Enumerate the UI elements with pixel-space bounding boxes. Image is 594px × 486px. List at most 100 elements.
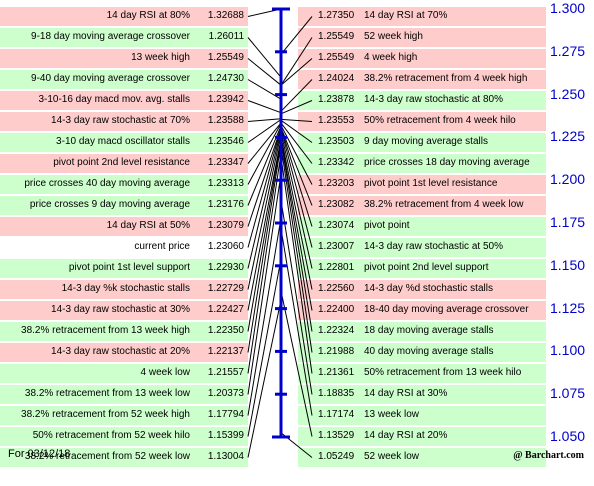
- left-connector-line: [247, 139, 282, 332]
- right-level-value: 1.23553: [318, 115, 355, 126]
- right-level-row: 1.25549 52 week high: [298, 28, 546, 47]
- y-tick-label: 1.300: [550, 0, 586, 16]
- right-level-row: 1.23082 38.2% retracement from 4 week low: [298, 196, 546, 215]
- right-level-value: 1.22324: [318, 325, 355, 336]
- left-level-value: 1.22427: [207, 304, 244, 315]
- left-connector-line: [247, 37, 282, 78]
- right-level-value: 1.23203: [318, 178, 355, 189]
- left-level-label: 3-10-16 day macd mov. avg. stalls: [38, 94, 190, 105]
- right-level-value: 1.23503: [318, 136, 355, 147]
- y-tick-label: 1.125: [550, 299, 586, 316]
- right-connector-line: [280, 100, 313, 115]
- left-level-value: 1.25549: [207, 52, 244, 63]
- right-connector-line: [280, 119, 313, 143]
- right-connector-line: [280, 37, 313, 86]
- left-level-label: 9-40 day moving average crossover: [31, 73, 190, 84]
- right-level-label: 40 day moving average stalls: [364, 346, 494, 357]
- right-level-value: 1.23878: [318, 94, 355, 105]
- right-connector-line: [280, 125, 313, 185]
- left-level-value: 1.21557: [207, 367, 244, 378]
- y-tick-label: 1.075: [550, 385, 586, 402]
- right-level-row: 1.23342 price crosses 18 day moving avera…: [298, 154, 546, 173]
- right-level-label: 14 day RSI at 20%: [364, 430, 448, 441]
- right-connector-line: [280, 136, 313, 290]
- left-level-label: 14 day RSI at 50%: [106, 220, 190, 231]
- left-level-row: 38.2% retracement from 13 week low 1.2037…: [0, 385, 248, 404]
- right-level-row: 1.13529 14 day RSI at 20%: [298, 427, 546, 446]
- y-tick-label: 1.275: [550, 42, 586, 59]
- left-level-label: 14-3 day %k stochastic stalls: [61, 283, 190, 294]
- left-level-row: 13 week high 1.25549: [0, 49, 248, 68]
- right-level-row: 1.23203 pivot point 1st level resistance: [298, 175, 546, 194]
- y-tick-label: 1.100: [550, 342, 586, 359]
- left-level-row: 14 day RSI at 80% 1.32688: [0, 7, 248, 26]
- left-level-row: 3-10-16 day macd mov. avg. stalls 1.23942: [0, 91, 248, 110]
- left-level-row: current price 1.23060: [0, 238, 248, 257]
- right-level-label: 38.2% retracement from 4 week low: [364, 199, 524, 210]
- left-connector-line: [247, 119, 282, 143]
- left-level-value: 1.23942: [207, 94, 244, 105]
- left-connector-line: [247, 122, 282, 164]
- left-level-value: 1.23588: [207, 115, 244, 126]
- left-level-label: price crosses 9 day moving average: [29, 199, 190, 210]
- left-level-label: 38.2% retracement from 52 week high: [21, 409, 190, 420]
- left-level-label: 14-3 day raw stochastic at 20%: [51, 346, 190, 357]
- right-level-row: 1.22560 14-3 day %d stochastic stalls: [298, 280, 546, 299]
- left-level-value: 1.26011: [208, 31, 244, 42]
- right-level-value: 1.23007: [318, 241, 355, 252]
- right-level-row: 1.23553 50% retracement from 4 week hilo: [298, 112, 546, 131]
- left-connector-line: [247, 125, 282, 206]
- left-level-row: price crosses 9 day moving average 1.2317…: [0, 196, 248, 215]
- y-tick-label: 1.150: [550, 256, 586, 273]
- right-connector-line: [280, 128, 313, 248]
- y-tick-label: 1.050: [550, 428, 586, 444]
- left-level-value: 1.22729: [207, 283, 244, 294]
- right-level-label: pivot point 2nd level support: [364, 262, 489, 273]
- left-level-label: 38.2% retracement from 13 week high: [21, 325, 190, 336]
- right-connector-line: [280, 127, 313, 206]
- right-level-value: 1.22801: [318, 262, 355, 273]
- left-level-label: 3-10 day macd oscillator stalls: [56, 136, 190, 147]
- right-level-label: 52 week high: [364, 31, 423, 42]
- left-connector-line: [247, 129, 282, 269]
- left-level-value: 1.23313: [207, 178, 244, 189]
- left-level-row: 14-3 day %k stochastic stalls 1.22729: [0, 280, 248, 299]
- left-level-row: 14-3 day raw stochastic at 30% 1.22427: [0, 301, 248, 320]
- left-connector-line: [247, 173, 282, 395]
- right-level-label: 14-3 day %d stochastic stalls: [364, 283, 493, 294]
- left-level-row: 38.2% retracement from 52 week high 1.177…: [0, 406, 248, 425]
- right-level-label: 38.2% retracement from 4 week high: [364, 73, 528, 84]
- right-level-value: 1.23074: [318, 220, 355, 231]
- left-level-value: 1.15399: [207, 430, 244, 441]
- right-level-value: 1.05249: [318, 451, 355, 462]
- left-connector-line: [247, 79, 282, 100]
- left-level-label: 50% retracement from 52 week hilo: [32, 430, 190, 441]
- right-level-row: 1.05249 52 week low: [298, 448, 546, 467]
- left-level-value: 1.13004: [207, 451, 244, 462]
- right-level-row: 1.23007 14-3 day raw stochastic at 50%: [298, 238, 546, 257]
- left-connector-line: [247, 118, 282, 122]
- left-level-row: price crosses 40 day moving average 1.233…: [0, 175, 248, 194]
- left-connector-line: [247, 153, 282, 374]
- left-level-value: 1.22137: [207, 346, 244, 357]
- right-level-label: 52 week low: [364, 451, 420, 462]
- left-level-value: 1.23060: [207, 241, 244, 252]
- left-level-label: 14-3 day raw stochastic at 70%: [51, 115, 190, 126]
- left-level-label: 14-3 day raw stochastic at 30%: [51, 304, 190, 315]
- left-connector-line: [247, 133, 282, 290]
- right-level-row: 1.21988 40 day moving average stalls: [298, 343, 546, 362]
- left-level-label: 9-18 day moving average crossover: [31, 31, 190, 42]
- left-level-row: 3-10 day macd oscillator stalls 1.23546: [0, 133, 248, 152]
- left-level-row: pivot point 1st level support 1.22930: [0, 259, 248, 278]
- left-level-value: 1.23347: [207, 157, 244, 168]
- right-level-label: 14 day RSI at 30%: [364, 388, 448, 399]
- right-level-label: 9 day moving average stalls: [364, 136, 488, 147]
- right-connector-line: [280, 228, 313, 416]
- left-level-row: 14-3 day raw stochastic at 70% 1.23588: [0, 112, 248, 131]
- right-level-value: 1.21988: [318, 346, 355, 357]
- left-level-label: pivot point 1st level support: [68, 262, 190, 273]
- right-level-label: 14 day RSI at 70%: [364, 10, 448, 21]
- right-level-row: 1.23503 9 day moving average stalls: [298, 133, 546, 152]
- left-connector-line: [247, 123, 282, 185]
